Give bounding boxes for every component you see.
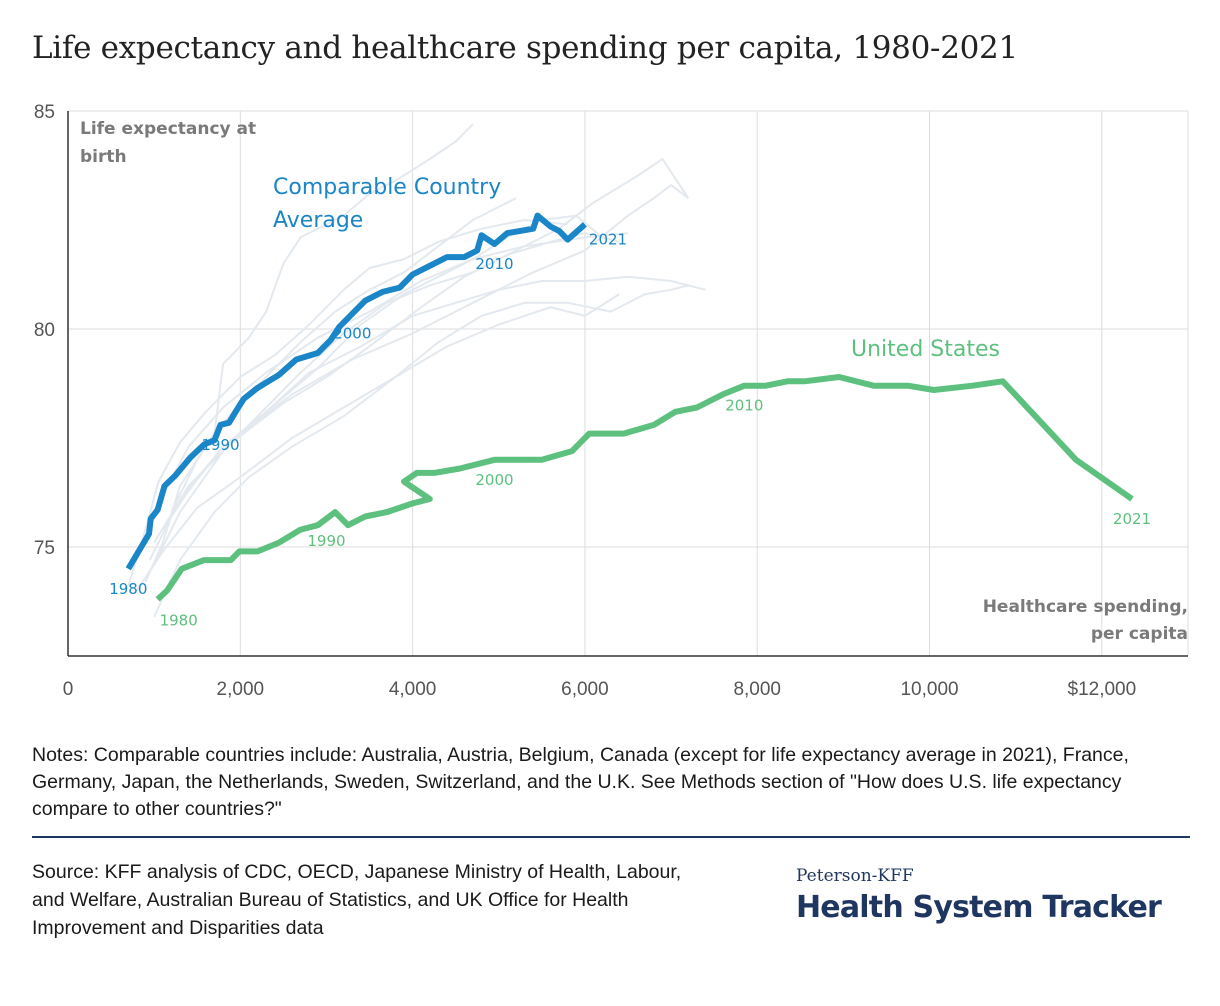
- x-tick-label: 4,000: [389, 679, 437, 700]
- chart-source: Source: KFF analysis of CDC, OECD, Japan…: [32, 861, 682, 939]
- country-background-line: [153, 275, 706, 565]
- chart-notes: Notes: Comparable countries include: Aus…: [32, 744, 1129, 820]
- x-tick-label: 8,000: [733, 679, 781, 700]
- y-tick-label: 85: [34, 102, 55, 123]
- y-axis-title: Life expectancy at birth: [80, 119, 256, 167]
- x-axis-title: Healthcare spending, per capita: [983, 597, 1188, 644]
- brand-title: Health System Tracker: [796, 890, 1162, 925]
- series-label-line: Comparable Country: [273, 175, 501, 200]
- country-background-line: [136, 293, 620, 592]
- year-label: 2021: [589, 230, 627, 248]
- axis-title-line: per capita: [1091, 624, 1188, 644]
- comparable-series-line: [125, 212, 587, 571]
- year-label: 2010: [475, 255, 513, 273]
- year-label: 1990: [307, 532, 345, 550]
- year-label: 2010: [725, 397, 763, 415]
- x-tick-label: 6,000: [561, 679, 609, 700]
- country-background-line: [144, 197, 517, 583]
- country-background-line: [170, 123, 474, 513]
- life-expectancy-spending-chart: 0 2,000 4,000 6,000 8,000 10,000 $12,000 75 80 85…: [34, 102, 1189, 700]
- y-tick-label: 75: [34, 538, 55, 559]
- year-label: 1990: [201, 436, 239, 454]
- country-background-line: [179, 214, 603, 500]
- year-label: 2000: [475, 471, 513, 489]
- us-series-line: [155, 374, 1134, 602]
- brand-publisher: Peterson-KFF: [796, 866, 914, 886]
- axis-title-line: Healthcare spending,: [983, 597, 1188, 617]
- x-tick-label: 0: [63, 679, 74, 700]
- year-label: 1980: [109, 580, 147, 598]
- axis-title-line: Life expectancy at: [80, 119, 256, 139]
- year-label: 2021: [1113, 510, 1151, 528]
- y-tick-label: 80: [34, 320, 55, 341]
- chart-title: Life expectancy and healthcare spending …: [32, 30, 1018, 66]
- us-series-label: United States: [851, 337, 1000, 362]
- x-tick-label: 2,000: [217, 679, 265, 700]
- year-label: 1980: [160, 611, 198, 629]
- country-background-line: [153, 158, 690, 544]
- divider: [32, 836, 1190, 838]
- x-tick-label: $12,000: [1068, 679, 1137, 700]
- comparable-series-label: Comparable Country Average: [273, 175, 501, 233]
- axis-title-line: birth: [80, 147, 127, 167]
- country-background-line: [153, 284, 689, 618]
- series-label-line: Average: [273, 208, 363, 233]
- country-background-line: [127, 219, 568, 587]
- year-label: 2000: [333, 325, 371, 343]
- brand-logo: Peterson-KFF Health System Tracker: [796, 866, 1196, 925]
- x-tick-label: 10,000: [900, 679, 958, 700]
